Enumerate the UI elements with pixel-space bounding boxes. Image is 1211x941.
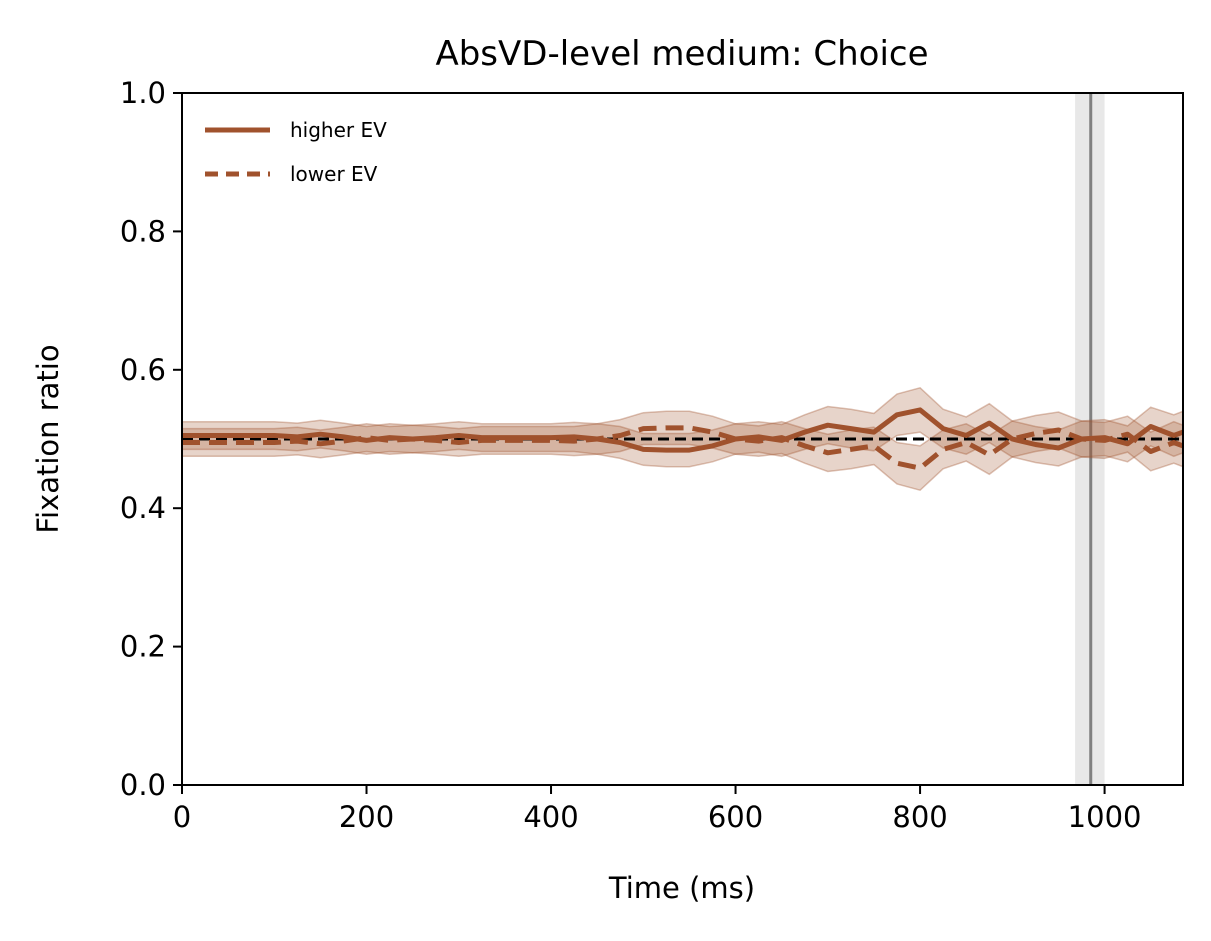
y-axis-ticks: 0.0 0.2 0.4 0.6 0.8 1.0 bbox=[120, 76, 182, 802]
confidence-bands bbox=[182, 386, 1183, 492]
plot-area bbox=[182, 93, 1183, 785]
chart-title: AbsVD-level medium: Choice bbox=[435, 34, 928, 74]
x-tick-label: 0 bbox=[173, 800, 191, 834]
x-tick-label: 200 bbox=[339, 800, 394, 834]
plot-frame bbox=[181, 92, 1184, 786]
legend-label-lower-ev: lower EV bbox=[290, 162, 378, 186]
x-axis-ticks: 0 200 400 600 800 1000 bbox=[173, 785, 1142, 834]
y-tick-label: 0.0 bbox=[120, 768, 166, 802]
confidence-band-lower-ev bbox=[182, 410, 1183, 492]
y-axis-label: Fixation ratio bbox=[31, 344, 65, 533]
y-tick-label: 0.4 bbox=[120, 491, 166, 525]
x-tick-label: 400 bbox=[523, 800, 578, 834]
x-tick-label: 800 bbox=[892, 800, 947, 834]
legend-label-higher-ev: higher EV bbox=[290, 118, 387, 142]
series-lines bbox=[182, 407, 1183, 471]
series-line-lower-ev bbox=[182, 425, 1183, 471]
y-tick-label: 1.0 bbox=[120, 76, 166, 110]
y-tick-label: 0.2 bbox=[120, 630, 166, 664]
legend: higher EV lower EV bbox=[205, 118, 387, 186]
x-tick-label: 1000 bbox=[1068, 800, 1142, 834]
y-tick-label: 0.8 bbox=[120, 214, 166, 248]
y-tick-label: 0.6 bbox=[120, 353, 166, 387]
x-axis-label: Time (ms) bbox=[608, 871, 755, 905]
x-tick-label: 600 bbox=[708, 800, 763, 834]
confidence-band-higher-ev bbox=[182, 386, 1183, 468]
